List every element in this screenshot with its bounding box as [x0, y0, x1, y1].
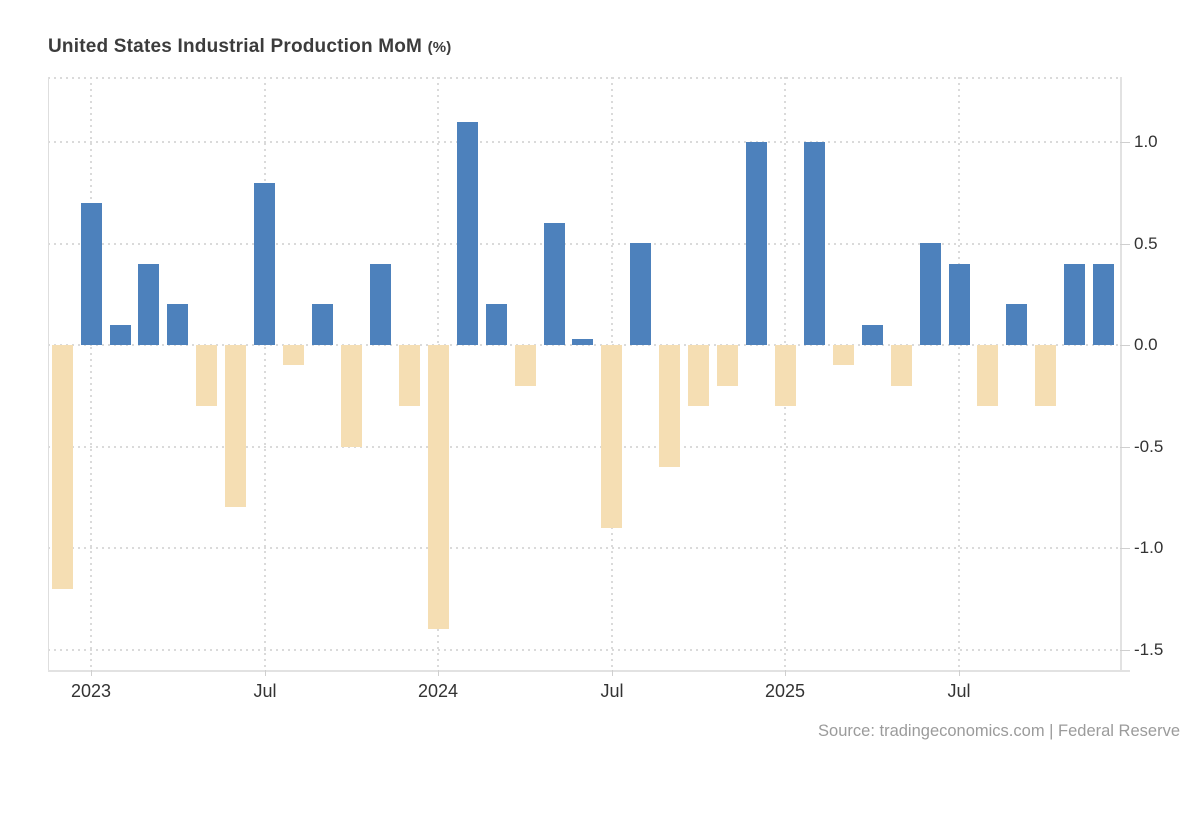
bar-jun-2024[interactable]	[572, 339, 593, 345]
x-tick-2023	[91, 670, 92, 676]
h-gridline--0.5	[48, 445, 1120, 448]
y-tick--1.0	[1120, 548, 1130, 549]
y-tick-label--0.5: -0.5	[1134, 436, 1164, 456]
bar-sep-2024[interactable]	[659, 345, 680, 467]
bar-nov-2024[interactable]	[717, 345, 738, 386]
x-tick-label-Jul: Jul	[947, 681, 971, 701]
y-tick--1.5	[1120, 649, 1130, 651]
chart-title: United States Industrial Production MoM …	[48, 36, 452, 58]
bar-dec-2023[interactable]	[399, 345, 420, 406]
source-attribution: Source: tradingeconomics.com | Federal R…	[818, 722, 1180, 740]
bar-dec-2024[interactable]	[746, 142, 767, 345]
x-tick-Jul	[265, 670, 266, 676]
bar-may-2025[interactable]	[891, 345, 912, 386]
x-tick-2024	[438, 670, 439, 676]
bar-oct-2024[interactable]	[688, 345, 709, 406]
x-tick-label-2024: 2024	[417, 681, 459, 701]
bar-aug-2024[interactable]	[630, 243, 651, 345]
h-gridline-1.0	[48, 141, 1120, 143]
bar-feb-2023[interactable]	[110, 325, 131, 345]
plot-area[interactable]	[48, 77, 1120, 670]
y-tick-1.0	[1120, 142, 1130, 143]
h-gridline--1.5	[48, 648, 1120, 651]
bar-nov-2023[interactable]	[370, 264, 391, 345]
bar-dec-2022[interactable]	[52, 345, 73, 589]
y-tick-label-0.0: 0.0	[1134, 335, 1158, 354]
bar-oct-2023[interactable]	[341, 345, 362, 447]
bar-jul-2025[interactable]	[949, 264, 970, 345]
x-tick-label-Jul: Jul	[600, 681, 624, 701]
x-tick-Jul	[959, 670, 960, 676]
y-tick-label--1.5: -1.5	[1134, 639, 1164, 659]
v-gridline-2023	[90, 77, 92, 670]
x-tick-2025	[785, 670, 786, 676]
y-tick-0.5	[1120, 243, 1130, 245]
bar-jan-2023[interactable]	[81, 203, 102, 345]
y-tick--0.5	[1120, 446, 1130, 448]
bar-jan-2025[interactable]	[775, 345, 796, 406]
bar-mar-2023[interactable]	[138, 264, 159, 345]
v-gridline-Jul	[264, 77, 266, 670]
bar-jan-2024[interactable]	[428, 345, 449, 629]
x-tick-label-Jul: Jul	[253, 681, 277, 701]
y-tick-0.0	[1120, 345, 1130, 346]
bar-feb-2025[interactable]	[804, 142, 825, 345]
v-gridline-Jul	[958, 77, 960, 670]
x-tick-label-2023: 2023	[70, 681, 112, 701]
bar-jun-2025[interactable]	[920, 243, 941, 345]
bar-feb-2024[interactable]	[457, 122, 478, 345]
plot-border-top	[48, 77, 1120, 79]
bar-mar-2024[interactable]	[486, 304, 507, 345]
bar-jul-2023[interactable]	[254, 183, 275, 345]
h-gridline-0.0	[48, 344, 1120, 346]
bar-sep-2025[interactable]	[1006, 304, 1027, 345]
bar-apr-2023[interactable]	[167, 304, 188, 345]
bar-sep-2023[interactable]	[312, 304, 333, 345]
bar-may-2023[interactable]	[196, 345, 217, 406]
x-tick-label-2025: 2025	[764, 681, 806, 701]
h-gridline-0.5	[48, 242, 1120, 245]
bar-nov-2025[interactable]	[1064, 264, 1085, 345]
bar-apr-2025[interactable]	[862, 325, 883, 345]
bar-aug-2025[interactable]	[977, 345, 998, 406]
y-axis-line	[1120, 77, 1122, 671]
y-tick-label-0.5: 0.5	[1134, 233, 1158, 253]
bar-jun-2023[interactable]	[225, 345, 246, 507]
bar-apr-2024[interactable]	[515, 345, 536, 386]
bar-mar-2025[interactable]	[833, 345, 854, 365]
bar-dec-2025[interactable]	[1093, 264, 1114, 345]
bar-jul-2024[interactable]	[601, 345, 622, 528]
x-tick-Jul	[612, 670, 613, 676]
y-tick-label-1.0: 1.0	[1134, 132, 1158, 151]
y-tick-label--1.0: -1.0	[1134, 538, 1164, 557]
bar-oct-2025[interactable]	[1035, 345, 1056, 406]
x-axis-line	[48, 670, 1130, 672]
bar-may-2024[interactable]	[544, 223, 565, 345]
plot-border-left	[48, 77, 49, 670]
chart-title-unit: (%)	[427, 39, 452, 56]
bar-aug-2023[interactable]	[283, 345, 304, 365]
h-gridline--1.0	[48, 547, 1120, 549]
chart-title-text: United States Industrial Production MoM	[48, 36, 423, 57]
